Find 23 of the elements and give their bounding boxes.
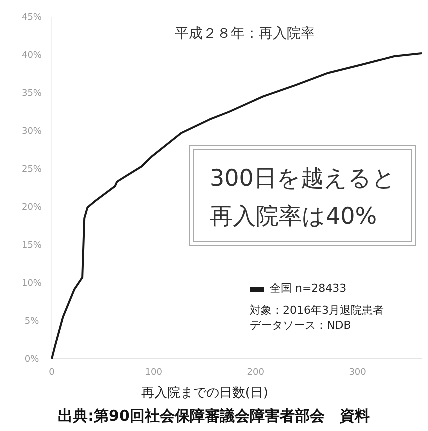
line-series <box>51 52 423 360</box>
annotation: 再入院率は40% <box>210 204 378 230</box>
x-tick-label: 100 <box>145 368 163 378</box>
x-axis-title: 再入院までの日数(日) <box>141 386 268 401</box>
text: 平成２８年：再入院率 <box>175 26 315 42</box>
y-tick-label: 0% <box>24 355 40 366</box>
y-tick-label: 30% <box>22 127 42 138</box>
y-tick-label: 20% <box>22 203 42 214</box>
y-tick-label: 10% <box>22 279 42 290</box>
y-tick-label: 45% <box>22 13 42 24</box>
annotation: データソース：NDB <box>250 319 352 332</box>
annotation: 300日を越えると <box>210 166 396 192</box>
x-tick-label: 200 <box>247 368 265 378</box>
x-tick-label: 0 <box>49 368 56 378</box>
y-tick-label: 35% <box>22 89 42 100</box>
source-note: 出典:第90回社会保障審議会障害者部会 資料 <box>58 407 370 425</box>
legend-label: 全国 n=28433 <box>270 282 347 295</box>
x-tick-label: 300 <box>349 368 367 378</box>
y-tick-label: 15% <box>22 241 42 252</box>
annotation: 対象：2016年3月退院患者 <box>250 304 384 317</box>
y-tick-label: 40% <box>22 51 42 62</box>
y-tick-label: 5% <box>24 317 40 328</box>
y-tick-label: 25% <box>22 165 42 176</box>
